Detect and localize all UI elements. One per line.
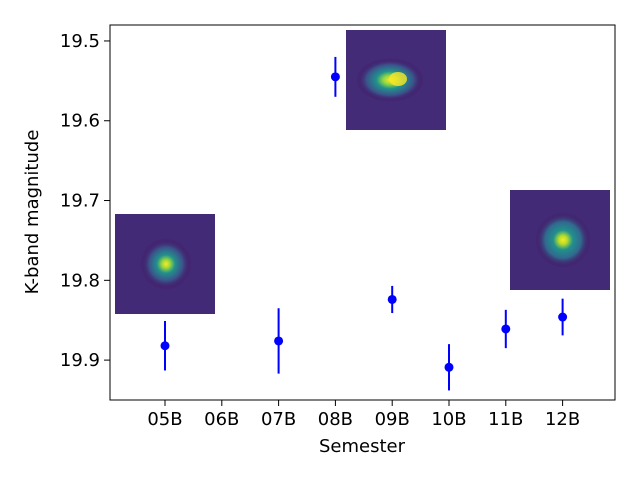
x-tick-label: 08B <box>318 409 353 430</box>
x-tick-label: 07B <box>261 409 296 430</box>
x-tick-label: 10B <box>431 409 466 430</box>
x-tick-label: 06B <box>204 409 239 430</box>
data-point <box>558 312 568 322</box>
x-tick-label: 11B <box>488 409 523 430</box>
x-axis-label: Semester <box>319 436 406 457</box>
x-tick-label: 12B <box>545 409 580 430</box>
y-tick-label: 19.8 <box>60 270 100 291</box>
data-point <box>501 324 511 334</box>
y-tick-label: 19.9 <box>60 350 100 371</box>
data-point <box>387 294 397 304</box>
y-tick-label: 19.7 <box>60 191 100 212</box>
x-tick-label: 09B <box>375 409 410 430</box>
data-point <box>274 336 284 346</box>
y-tick-label: 19.6 <box>60 111 100 132</box>
y-axis-ticks: 19.5 19.6 19.7 19.8 19.9 <box>60 31 110 371</box>
inset-right <box>510 190 610 290</box>
data-series <box>160 56 568 391</box>
x-axis-ticks: 05B 06B 07B 08B 09B 10B 11B 12B <box>147 400 580 430</box>
inset-left <box>115 214 215 314</box>
data-point <box>444 362 454 372</box>
data-point <box>160 341 170 351</box>
data-point <box>330 72 340 82</box>
inset-top <box>346 30 446 130</box>
y-tick-label: 19.5 <box>60 31 100 52</box>
x-tick-label: 05B <box>147 409 182 430</box>
y-axis-label: K-band magnitude <box>22 130 43 295</box>
